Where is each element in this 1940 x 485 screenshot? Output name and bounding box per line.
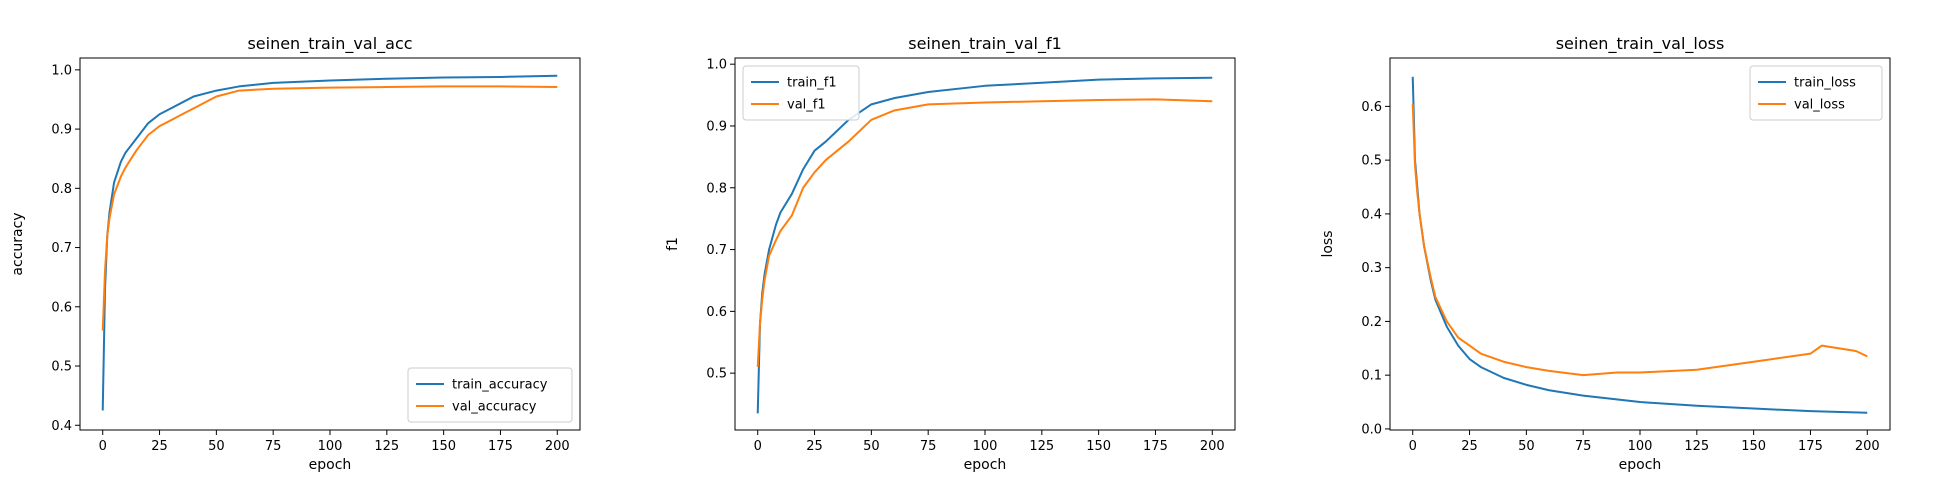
x-tick-label: 100 — [973, 439, 998, 454]
x-tick-label: 125 — [1029, 439, 1054, 454]
y-tick-label: 0.0 — [1361, 422, 1382, 437]
series-line-val_accuracy — [101, 85, 558, 331]
x-tick-label: 100 — [1628, 439, 1653, 454]
y-tick-label: 0.7 — [51, 241, 72, 256]
x-tick-label: 200 — [1855, 439, 1880, 454]
x-tick-label: 125 — [1684, 439, 1709, 454]
y-tick-label: 0.4 — [51, 419, 72, 434]
y-tick-label: 0.6 — [706, 305, 727, 320]
x-tick-label: 75 — [1575, 439, 1592, 454]
y-tick-label: 0.9 — [706, 119, 727, 134]
x-tick-label: 25 — [1461, 439, 1478, 454]
x-tick-label: 200 — [1200, 439, 1225, 454]
legend: train_f1 val_f1 — [742, 65, 860, 121]
legend-box — [407, 367, 573, 423]
x-tick-label: 175 — [488, 439, 513, 454]
y-tick-label: 0.8 — [51, 182, 72, 197]
x-tick-label: 175 — [1143, 439, 1168, 454]
y-tick-label: 0.4 — [1361, 207, 1382, 222]
x-tick-label: 50 — [208, 439, 225, 454]
y-tick-label: 0.5 — [1361, 154, 1382, 169]
y-tick-label: 1.0 — [51, 63, 72, 78]
legend: train_accuracy val_accuracy — [407, 367, 573, 423]
y-tick-label: 0.8 — [706, 181, 727, 196]
y-tick-label: 0.9 — [51, 123, 72, 138]
chart-panel-2: seinen_train_val_loss 0 25 50 75 100 125 150 175… — [1320, 34, 1891, 473]
chart-title: seinen_train_val_loss — [1556, 34, 1725, 54]
legend-label: val_f1 — [787, 98, 826, 113]
y-tick-label: 0.6 — [51, 300, 72, 315]
x-tick-label: 200 — [545, 439, 570, 454]
legend-box — [1749, 65, 1883, 121]
x-tick-label: 175 — [1798, 439, 1823, 454]
y-tick-label: 0.5 — [51, 360, 72, 375]
series-line-val_loss — [1411, 103, 1868, 377]
chart-panel-1: seinen_train_val_f1 0 25 50 75 100 125 150 175 20… — [665, 34, 1236, 473]
chart-panel-0: seinen_train_val_acc 0 25 50 75 100 125 150 175 2… — [10, 34, 581, 473]
x-axis-label: epoch — [964, 457, 1007, 473]
x-tick-label: 0 — [1409, 439, 1417, 454]
y-tick-label: 0.2 — [1361, 315, 1382, 330]
x-tick-label: 100 — [318, 439, 343, 454]
legend: train_loss val_loss — [1749, 65, 1883, 121]
series-line-val_f1 — [756, 98, 1213, 368]
x-tick-label: 0 — [99, 439, 107, 454]
y-tick-label: 1.0 — [706, 58, 727, 73]
legend-label: train_f1 — [787, 76, 837, 91]
x-tick-label: 150 — [1086, 439, 1111, 454]
x-tick-label: 50 — [1518, 439, 1535, 454]
x-tick-label: 25 — [806, 439, 823, 454]
legend-box — [742, 65, 860, 121]
chart-title: seinen_train_val_acc — [247, 34, 412, 54]
chart-title: seinen_train_val_f1 — [908, 34, 1062, 54]
series-line-train_loss — [1411, 76, 1868, 414]
x-tick-label: 0 — [754, 439, 762, 454]
legend-label: val_accuracy — [452, 400, 537, 415]
x-tick-label: 150 — [1741, 439, 1766, 454]
y-axis-label: loss — [1320, 230, 1336, 257]
y-axis-label: f1 — [665, 237, 681, 251]
x-axis-label: epoch — [1619, 457, 1662, 473]
legend-label: train_accuracy — [452, 378, 548, 393]
x-tick-label: 75 — [265, 439, 282, 454]
x-tick-label: 50 — [863, 439, 880, 454]
x-tick-label: 25 — [151, 439, 168, 454]
x-tick-label: 150 — [431, 439, 456, 454]
x-axis-label: epoch — [309, 457, 352, 473]
y-tick-label: 0.3 — [1361, 261, 1382, 276]
y-tick-label: 0.7 — [706, 243, 727, 258]
x-tick-label: 125 — [374, 439, 399, 454]
series-line-train_f1 — [756, 76, 1213, 414]
y-axis-label: accuracy — [10, 212, 26, 275]
series-line-train_accuracy — [101, 74, 558, 411]
legend-label: val_loss — [1794, 98, 1845, 113]
y-tick-label: 0.6 — [1361, 100, 1382, 115]
y-tick-label: 0.1 — [1361, 369, 1382, 384]
x-tick-label: 75 — [920, 439, 937, 454]
legend-label: train_loss — [1794, 76, 1856, 91]
y-tick-label: 0.5 — [706, 367, 727, 382]
